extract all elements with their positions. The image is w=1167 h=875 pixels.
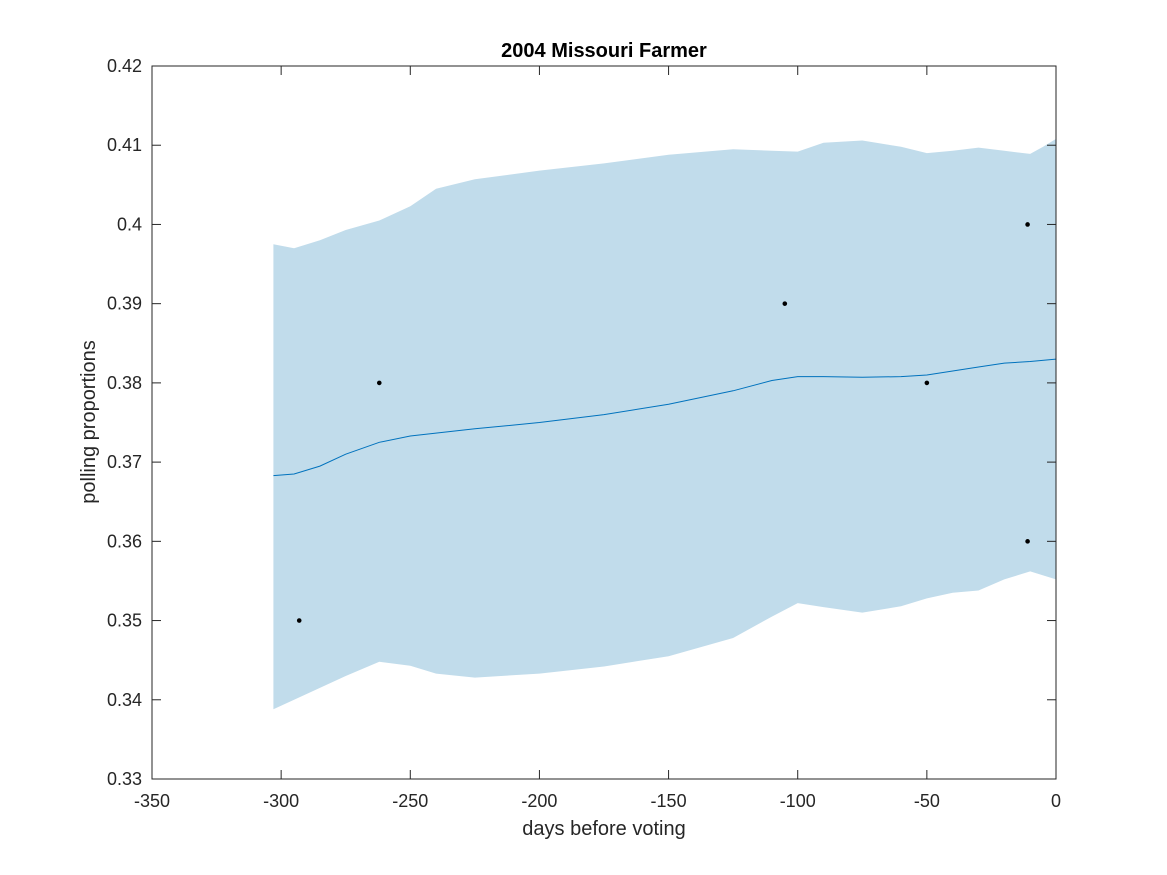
x-tick-label: -200 [521, 791, 557, 811]
y-tick-label: 0.41 [107, 135, 142, 155]
x-tick-label: -300 [263, 791, 299, 811]
y-tick-label: 0.42 [107, 56, 142, 76]
x-tick-label: -250 [392, 791, 428, 811]
y-tick-label: 0.33 [107, 769, 142, 789]
x-tick-label: -150 [651, 791, 687, 811]
data-point [782, 301, 788, 306]
y-tick-label: 0.37 [107, 452, 142, 472]
y-tick-label: 0.35 [107, 611, 142, 631]
x-tick-label: -100 [780, 791, 816, 811]
data-point [376, 380, 382, 386]
x-axis-ticks: -350 -300 -250 -200 -150 -100 -50 0 [134, 66, 1061, 811]
data-point [296, 618, 302, 623]
confidence-band [273, 138, 1056, 710]
data-points [296, 222, 1030, 623]
y-tick-label: 0.36 [107, 531, 142, 551]
axes [151, 65, 1057, 780]
mean-line [273, 358, 1057, 477]
y-tick-label: 0.38 [107, 373, 142, 393]
y-tick-label: 0.34 [107, 690, 142, 710]
y-tick-label: 0.39 [107, 294, 142, 314]
x-tick-label: 0 [1051, 791, 1061, 811]
x-tick-label: -50 [914, 791, 940, 811]
x-axis-label: days before voting [522, 818, 685, 840]
x-tick-label: -350 [134, 791, 170, 811]
y-tick-label: 0.4 [117, 214, 142, 234]
data-point [1025, 539, 1030, 544]
data-point [1025, 222, 1030, 227]
data-point [924, 380, 930, 386]
y-axis-ticks: 0.33 0.34 0.35 0.36 0.37 0.38 0.39 0.4 0.41 0.42 [107, 56, 1056, 789]
axes-box [151, 65, 1057, 780]
chart-title: 2004 Missouri Farmer [501, 40, 707, 62]
y-axis-label: polling proportions [78, 340, 100, 503]
